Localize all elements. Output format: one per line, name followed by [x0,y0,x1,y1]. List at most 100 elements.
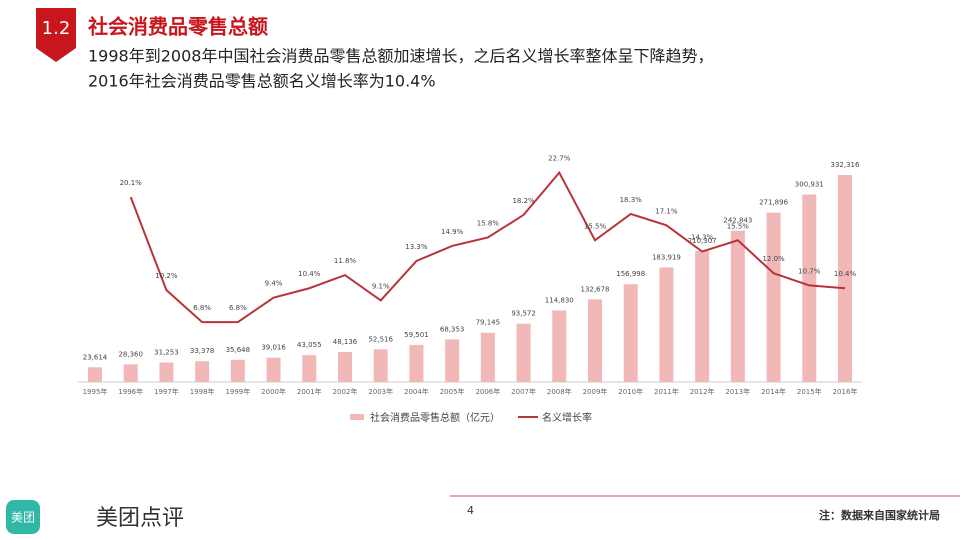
legend-swatch [350,414,364,420]
bar [445,339,460,382]
line-value-label: 11.8% [334,257,357,265]
subtitle-line: 1998年到2008年中国社会消费品零售总额加速增长，之后名义增长率整体呈下降趋… [88,47,713,66]
bar-value-label: 332,316 [831,161,860,169]
bar-value-label: 33,378 [190,347,215,355]
bar-value-label: 39,016 [261,344,286,352]
x-tick-label: 2001年 [297,387,322,396]
x-tick-label: 2011年 [654,387,679,396]
bar [123,364,138,382]
bar [623,284,638,382]
x-tick-label: 1995年 [83,387,108,396]
line-value-label: 15.5% [727,222,750,230]
x-tick-label: 1996年 [118,387,143,396]
line-value-label: 10.4% [834,270,857,278]
line-value-label: 15.8% [477,219,500,227]
line-value-label: 14.9% [441,228,464,236]
x-tick-label: 2006年 [475,387,500,396]
x-tick-label: 2014年 [761,387,786,396]
bar [302,355,317,382]
slide-title: 社会消费品零售总额 [87,15,268,39]
bar [373,349,388,382]
line-value-label: 9.4% [265,280,283,288]
line-value-label: 17.1% [655,207,678,215]
bar-value-label: 28,360 [118,350,143,358]
line-value-label: 10.7% [798,267,821,275]
legend-label: 社会消费品零售总额（亿元） [370,411,500,424]
line-value-label: 12.0% [762,255,785,263]
section-number: 1.2 [42,18,71,39]
page-number: 4 [467,504,474,517]
x-tick-label: 2009年 [583,387,608,396]
bar-value-label: 23,614 [83,353,108,361]
line-value-label: 6.8% [229,304,247,312]
bar-value-label: 43,055 [297,341,322,349]
bar [88,367,102,382]
bar-value-label: 210,307 [688,237,717,245]
bar [730,230,745,382]
bar [766,212,781,382]
bar [552,310,567,382]
source-note: 注：数据来自国家统计局 [819,508,940,522]
bar-value-label: 59,501 [404,331,429,339]
line-value-label: 13.3% [405,243,428,251]
line-value-label: 10.2% [155,272,178,280]
x-tick-label: 2013年 [725,387,750,396]
bar [838,175,852,382]
bar [266,357,281,382]
bar-value-label: 31,253 [154,349,179,357]
bar-value-label: 114,830 [545,296,574,304]
line-value-label: 22.7% [548,155,571,163]
bar [695,250,710,382]
x-tick-label: 2005年 [440,387,465,396]
bar [409,344,424,382]
bar [480,332,495,382]
chart: 1995年 1996年 1997年 1998年 1999年 2000年 2001年 2002年… [78,155,862,424]
growth-line [129,170,846,324]
bar-value-label: 68,353 [440,325,465,333]
x-tick-label: 1997年 [154,387,179,396]
x-tick-label: 2002年 [333,387,358,396]
line-value-label: 18.2% [512,197,535,205]
x-tick-label: 2010年 [618,387,643,396]
bar-value-label: 52,516 [368,335,393,343]
bar [802,194,817,382]
bar-value-label: 93,572 [511,310,536,318]
line-value-label: 6.8% [193,304,211,312]
x-tick-label: 2008年 [547,387,572,396]
x-tick-label: 2015年 [797,387,822,396]
legend-label: 名义增长率 [542,411,592,424]
section-badge [36,8,76,62]
x-tick-label: 1998年 [190,387,215,396]
x-tick-label: 2007年 [511,387,536,396]
brand-name: 美团点评 [96,506,184,531]
bar [516,323,531,382]
bar-value-label: 48,136 [333,338,358,346]
x-tick-label: 2004年 [404,387,429,396]
x-tick-label: 2012年 [690,387,715,396]
bar [588,299,602,382]
bar-value-label: 183,919 [652,253,681,261]
line-value-label: 18.3% [620,196,643,204]
bar [338,352,352,382]
bar-value-label: 79,145 [476,319,501,327]
x-tick-label: 1999年 [225,387,250,396]
line-value-label: 20.1% [120,179,143,187]
line-value-label: 15.5% [584,222,607,230]
bar-value-label: 35,648 [226,346,251,354]
bar [659,267,674,382]
x-tick-label: 2000年 [261,387,286,396]
brand-icon: 美团 [11,511,35,525]
bar-value-label: 300,931 [795,181,824,189]
bar [159,362,174,382]
brand-icon-bg [6,500,40,534]
subtitle-line: 2016年社会消费品零售总额名义增长率为10.4% [88,72,436,91]
bar-value-label: 156,998 [616,270,645,278]
line-value-label: 9.1% [372,282,390,290]
bar [195,361,210,382]
x-tick-label: 2003年 [368,387,393,396]
x-tick-label: 2016年 [833,387,858,396]
line-value-label: 14.3% [691,234,714,242]
bar [230,359,245,382]
line-value-label: 10.4% [298,270,321,278]
